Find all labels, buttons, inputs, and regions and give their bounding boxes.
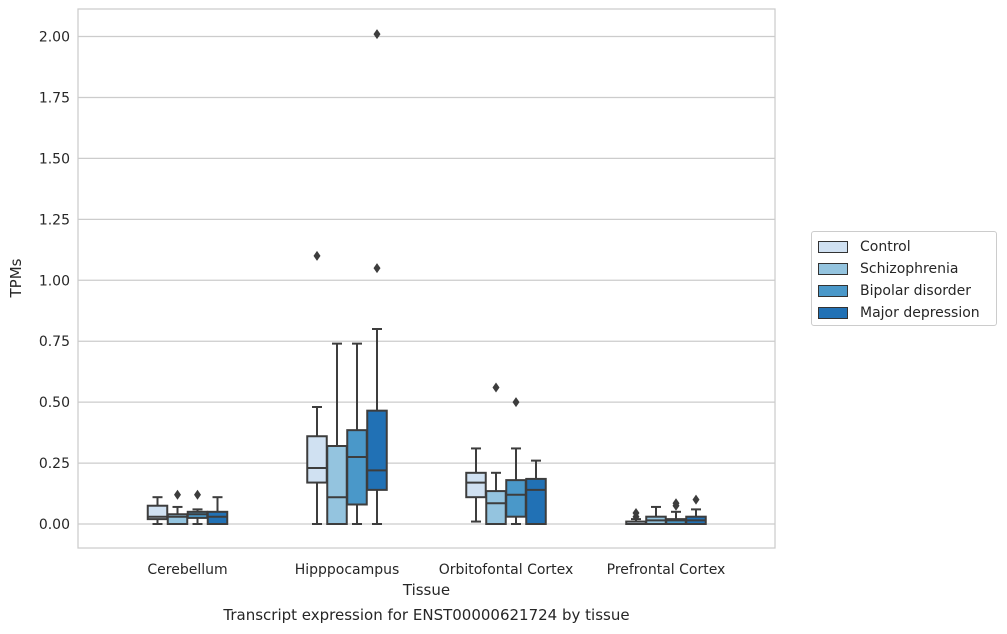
legend-item-major-depression: Major depression: [818, 302, 990, 324]
x-tick-label-prefrontal-cortex: Prefrontal Cortex: [607, 562, 726, 578]
y-tick-label: 1.50: [39, 151, 70, 167]
box-orbitofontal-cortex-major-depression: [525, 459, 547, 525]
box-orbitofontal-cortex-control: [465, 447, 487, 523]
outlier-point: [174, 489, 181, 500]
outlier-point: [194, 489, 201, 500]
iqr-box: [306, 435, 328, 484]
boxes: [146, 29, 707, 525]
legend-item-bipolar-disorder: Bipolar disorder: [818, 280, 990, 302]
legend-item-schizophrenia: Schizophrenia: [818, 258, 990, 280]
iqr-box: [465, 471, 487, 499]
gridlines: [78, 35, 775, 525]
box-hipppocampus-schizophrenia: [326, 342, 348, 525]
y-tick-label: 1.75: [39, 90, 70, 106]
x-tick-label-orbitofontal-cortex: Orbitofontal Cortex: [439, 562, 574, 578]
y-tick-labels: 0.00 0.25 0.50 0.75 1.00 1.25 1.50 1.75 2.00: [39, 30, 70, 534]
iqr-box: [166, 513, 189, 525]
legend-label-bipolar-disorder: Bipolar disorder: [860, 283, 972, 299]
iqr-box: [366, 409, 388, 491]
plot-frame: [77, 8, 776, 549]
x-tick-label-cerebellum: Cerebellum: [147, 562, 227, 578]
outlier-point: [373, 263, 381, 274]
y-tick-label: 1.25: [39, 212, 70, 228]
legend-label-major-depression: Major depression: [860, 305, 980, 321]
box-prefrontal-cortex-control: [625, 508, 647, 525]
legend-swatch-schizophrenia: [818, 263, 848, 275]
legend-item-control: Control: [818, 236, 990, 258]
iqr-box: [346, 429, 368, 506]
chart-caption: Transcript expression for ENST0000062172…: [223, 606, 630, 624]
y-tick-label: 0.00: [39, 517, 70, 533]
iqr-box: [525, 477, 547, 525]
legend-label-schizophrenia: Schizophrenia: [860, 261, 959, 277]
x-axis-label: Tissue: [402, 581, 450, 599]
box-orbitofontal-cortex-bipolar-disorder: [505, 397, 527, 525]
box-cerebellum-schizophrenia: [166, 489, 189, 525]
legend: Control Schizophrenia Bipolar disorder M…: [811, 231, 997, 326]
iqr-box: [206, 510, 229, 525]
box-cerebellum-control: [146, 496, 169, 525]
y-axis-label: TPMs: [7, 258, 25, 298]
iqr-box: [326, 445, 348, 525]
box-cerebellum-bipolar-disorder: [186, 489, 209, 525]
y-tick-label: 0.25: [39, 456, 70, 472]
box-hipppocampus-control: [306, 250, 328, 525]
legend-swatch-major-depression: [818, 307, 848, 319]
box-prefrontal-cortex-schizophrenia: [645, 505, 667, 525]
box-orbitofontal-cortex-schizophrenia: [485, 382, 507, 525]
outlier-point: [692, 494, 700, 505]
iqr-box: [485, 490, 507, 525]
outlier-point: [492, 382, 500, 393]
y-tick-label: 2.00: [39, 30, 70, 46]
box-cerebellum-major-depression: [206, 496, 229, 525]
box-hipppocampus-major-depression: [366, 29, 388, 525]
outlier-point: [512, 397, 520, 408]
iqr-box: [505, 479, 527, 518]
legend-swatch-bipolar-disorder: [818, 285, 848, 297]
box-hipppocampus-bipolar-disorder: [346, 342, 368, 525]
legend-swatch-control: [818, 241, 848, 253]
outlier-point: [373, 29, 381, 40]
outlier-point: [632, 508, 640, 519]
box-prefrontal-cortex-major-depression: [685, 494, 707, 525]
box-prefrontal-cortex-bipolar-disorder: [665, 498, 687, 525]
outlier-point: [313, 250, 321, 261]
y-tick-label: 0.75: [39, 334, 70, 350]
y-tick-label: 0.50: [39, 395, 70, 411]
legend-label-control: Control: [860, 239, 911, 255]
x-tick-label-hipppocampus: Hipppocampus: [295, 562, 400, 578]
y-tick-label: 1.00: [39, 273, 70, 289]
outlier-point: [672, 498, 680, 509]
x-tick-labels: Cerebellum Hipppocampus Orbitofontal Corte…: [147, 562, 725, 578]
